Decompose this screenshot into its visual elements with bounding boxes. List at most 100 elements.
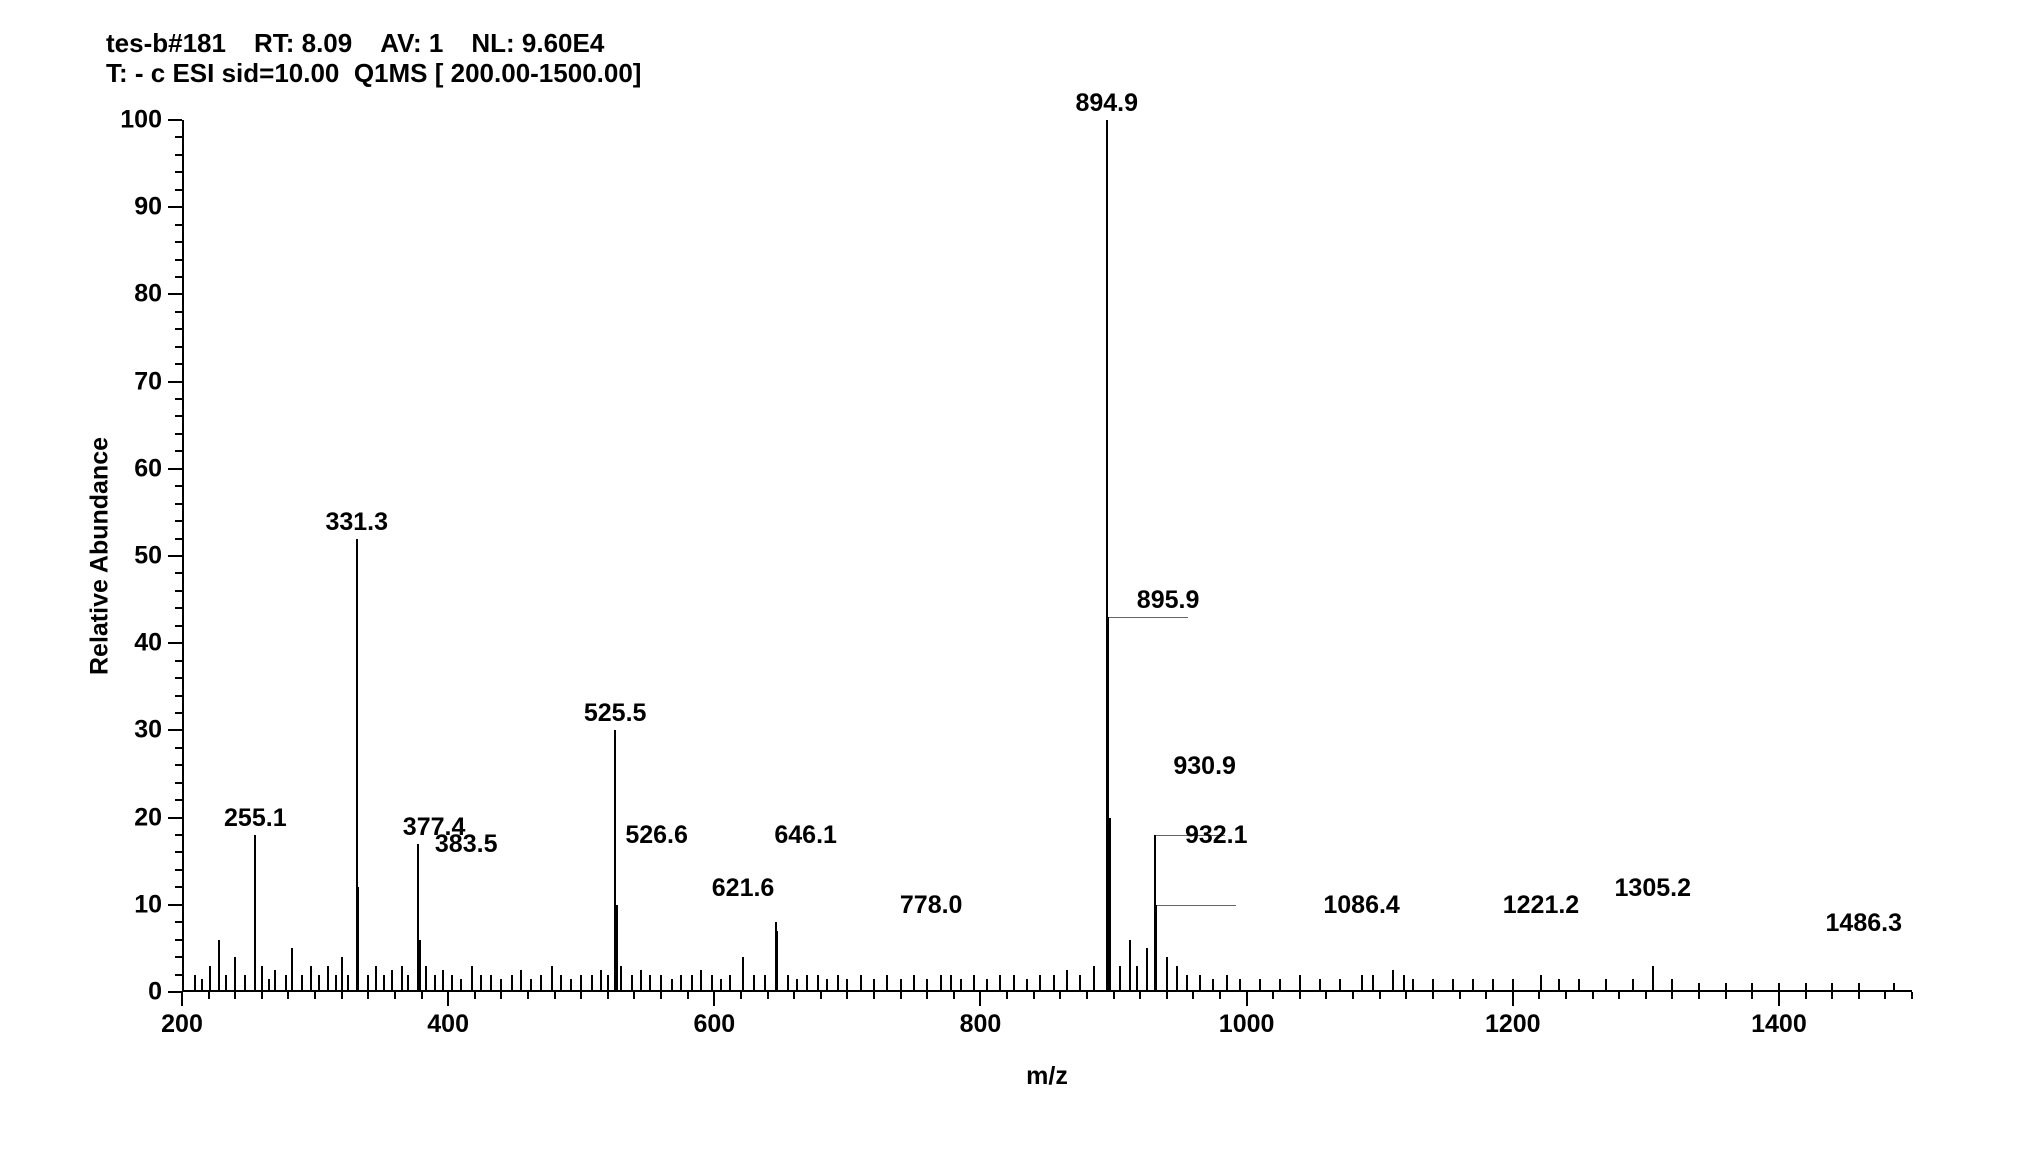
y-minor-tick — [175, 520, 182, 522]
x-tick-label: 800 — [960, 1010, 1002, 1039]
x-minor-tick — [607, 992, 609, 999]
peak-noise — [1339, 979, 1341, 992]
peak-noise — [480, 975, 482, 992]
peak-labeled — [1893, 983, 1895, 992]
peak-noise — [391, 970, 393, 992]
peak-noise — [1698, 983, 1700, 992]
x-minor-tick — [926, 992, 928, 999]
x-minor-tick — [900, 992, 902, 999]
peak-label: 1086.4 — [1323, 891, 1399, 920]
y-tick-label: 70 — [102, 367, 162, 396]
x-major-tick — [1512, 992, 1514, 1006]
header-line-2: T: - c ESI sid=10.00 Q1MS [ 200.00-1500.… — [106, 58, 641, 89]
y-minor-tick — [175, 869, 182, 871]
peak-noise — [218, 940, 220, 992]
peak-noise — [341, 957, 343, 992]
peak-noise — [327, 966, 329, 992]
peak-noise — [1472, 979, 1474, 992]
y-minor-tick — [175, 921, 182, 923]
y-minor-tick — [175, 677, 182, 679]
peak-noise — [500, 979, 502, 992]
x-minor-tick — [234, 992, 236, 999]
peak-labeled — [1361, 975, 1363, 992]
header-line-1: tes-b#181RT: 8.09AV: 1NL: 9.60E4 — [106, 28, 604, 59]
y-minor-tick — [175, 538, 182, 540]
peak-noise — [225, 975, 227, 992]
x-minor-tick — [1459, 992, 1461, 999]
x-tick-label: 600 — [693, 1010, 735, 1039]
x-minor-tick — [208, 992, 210, 999]
peak-label: 383.5 — [435, 830, 498, 859]
y-major-tick — [168, 904, 182, 906]
peak-label: 1486.3 — [1826, 909, 1902, 938]
x-minor-tick — [1192, 992, 1194, 999]
peak-noise — [268, 979, 270, 992]
header-field: AV: 1 — [380, 28, 443, 58]
peak-noise — [471, 966, 473, 992]
peak-noise — [826, 979, 828, 992]
y-tick-label: 30 — [102, 716, 162, 745]
peak-noise — [607, 975, 609, 992]
peak-noise — [1725, 983, 1727, 992]
peak-label: 525.5 — [584, 699, 647, 728]
x-minor-tick — [1538, 992, 1540, 999]
x-minor-tick — [820, 992, 822, 999]
peak-labeled — [425, 966, 427, 992]
x-minor-tick — [394, 992, 396, 999]
peak-noise — [1186, 975, 1188, 992]
y-minor-tick — [175, 712, 182, 714]
peak-noise — [837, 975, 839, 992]
peak-noise — [591, 975, 593, 992]
peak-noise — [451, 975, 453, 992]
peak-noise — [367, 975, 369, 992]
y-minor-tick — [175, 276, 182, 278]
peak-label: 930.9 — [1173, 752, 1236, 781]
y-minor-tick — [175, 189, 182, 191]
peak-labeled — [775, 922, 777, 992]
y-major-tick — [168, 555, 182, 557]
peak-noise — [511, 975, 513, 992]
peak-label: 1305.2 — [1615, 874, 1691, 903]
y-minor-tick — [175, 503, 182, 505]
peak-noise — [442, 970, 444, 992]
x-major-tick — [181, 992, 183, 1006]
peak-noise — [1751, 983, 1753, 992]
peak-noise — [1403, 975, 1405, 992]
peak-label: 255.1 — [224, 804, 287, 833]
peak-noise — [551, 966, 553, 992]
peak-noise — [1176, 966, 1178, 992]
peak-noise — [1146, 948, 1148, 992]
peak-label-leader — [1108, 617, 1188, 618]
peak-labeled — [417, 844, 419, 992]
y-minor-tick — [175, 956, 182, 958]
y-minor-tick — [175, 799, 182, 801]
peak-noise — [434, 975, 436, 992]
x-minor-tick — [633, 992, 635, 999]
peak-noise — [860, 975, 862, 992]
x-major-tick — [713, 992, 715, 1006]
x-minor-tick — [1006, 992, 1008, 999]
peak-noise — [1372, 975, 1374, 992]
x-minor-tick — [1352, 992, 1354, 999]
x-minor-tick — [1033, 992, 1035, 999]
x-minor-tick — [1858, 992, 1860, 999]
peak-labeled — [1155, 905, 1157, 992]
y-minor-tick — [175, 607, 182, 609]
peak-noise — [1259, 979, 1261, 992]
y-minor-tick — [175, 450, 182, 452]
x-minor-tick — [1166, 992, 1168, 999]
x-tick-label: 1400 — [1751, 1010, 1807, 1039]
peak-noise — [1129, 940, 1131, 992]
peak-noise — [1079, 975, 1081, 992]
y-axis — [182, 120, 184, 992]
peak-noise — [1578, 979, 1580, 992]
x-minor-tick — [1405, 992, 1407, 999]
peak-noise — [530, 979, 532, 992]
peak-noise — [796, 979, 798, 992]
peak-noise — [560, 975, 562, 992]
x-minor-tick — [1485, 992, 1487, 999]
x-major-tick — [1778, 992, 1780, 1006]
x-minor-tick — [1805, 992, 1807, 999]
x-minor-tick — [660, 992, 662, 999]
peak-noise — [1166, 957, 1168, 992]
